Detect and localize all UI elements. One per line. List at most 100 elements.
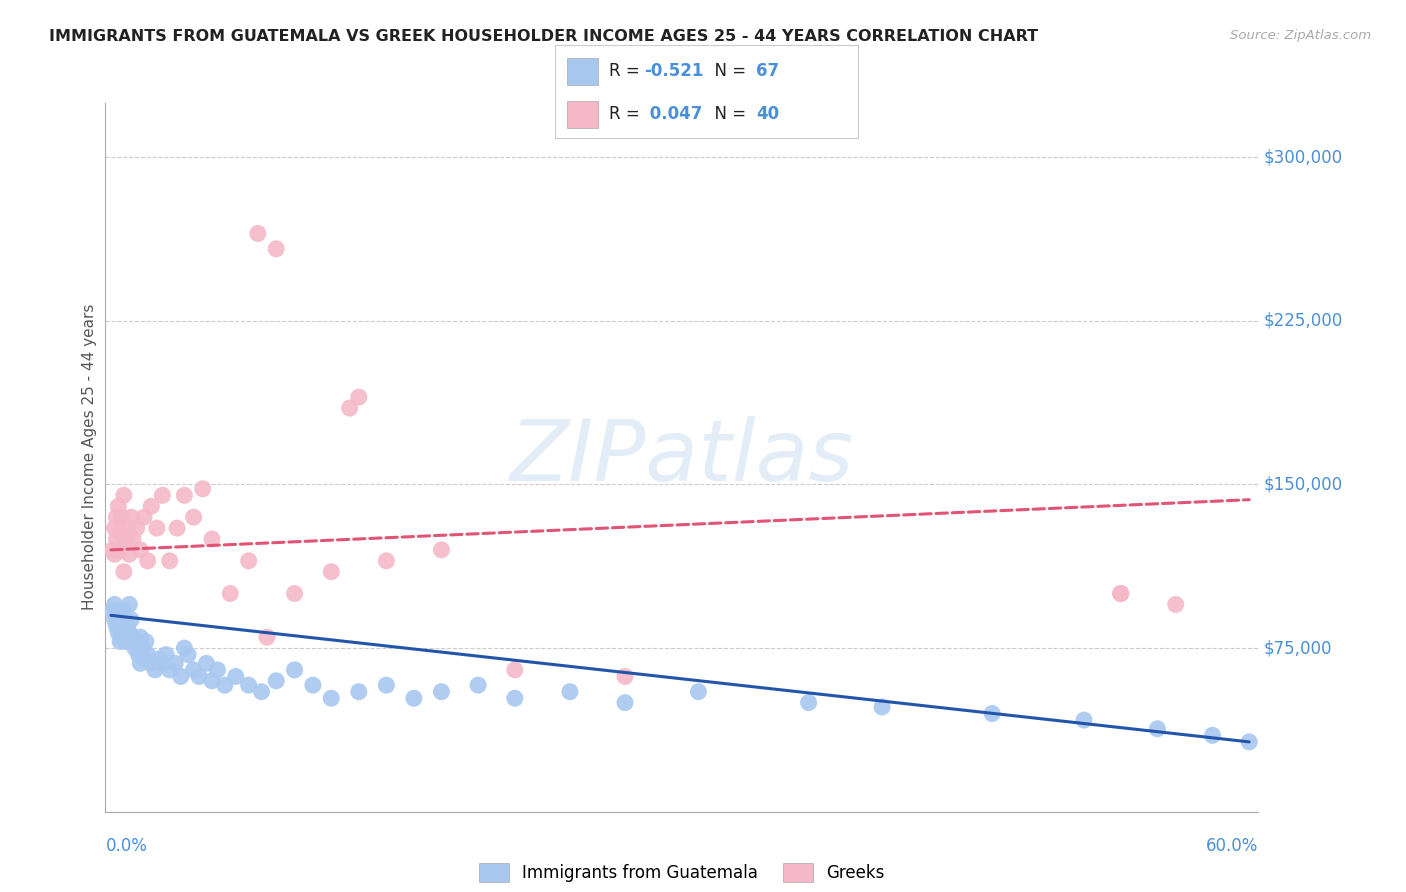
Text: N =: N = <box>704 62 752 80</box>
Text: 67: 67 <box>756 62 779 80</box>
Point <box>159 554 181 568</box>
Text: IMMIGRANTS FROM GUATEMALA VS GREEK HOUSEHOLDER INCOME AGES 25 - 44 YEARS CORRELA: IMMIGRANTS FROM GUATEMALA VS GREEK HOUSE… <box>49 29 1039 44</box>
Point <box>1109 586 1132 600</box>
Point <box>111 510 134 524</box>
Point <box>614 696 637 710</box>
Point <box>177 648 200 662</box>
Point <box>132 652 155 666</box>
Point <box>1109 586 1132 600</box>
Text: -0.521: -0.521 <box>644 62 703 80</box>
Point <box>375 554 398 568</box>
Point <box>136 554 159 568</box>
Point <box>120 510 142 524</box>
Text: R =: R = <box>609 105 645 123</box>
Point <box>118 598 141 612</box>
Point <box>107 608 129 623</box>
Point <box>173 488 195 502</box>
Point <box>430 542 453 557</box>
Point <box>136 648 159 662</box>
Point <box>114 532 136 546</box>
Point <box>195 657 218 671</box>
Point <box>1201 728 1223 742</box>
Point <box>283 586 305 600</box>
Point <box>256 630 278 644</box>
Point <box>150 488 173 502</box>
Point <box>120 613 142 627</box>
Point <box>191 482 214 496</box>
Text: 0.047: 0.047 <box>644 105 703 123</box>
Point <box>1146 722 1168 736</box>
Point <box>264 242 287 256</box>
Point <box>122 630 145 644</box>
Point <box>114 613 136 627</box>
Text: Source: ZipAtlas.com: Source: ZipAtlas.com <box>1230 29 1371 42</box>
Point <box>148 652 170 666</box>
Point <box>118 625 141 640</box>
Point <box>170 669 193 683</box>
Point <box>108 634 131 648</box>
Point <box>173 641 195 656</box>
Point <box>107 500 129 514</box>
Point <box>183 663 205 677</box>
Point <box>104 547 127 561</box>
Point <box>101 604 124 618</box>
Point <box>108 542 131 557</box>
Point <box>131 641 153 656</box>
Text: 40: 40 <box>756 105 779 123</box>
Point <box>150 657 173 671</box>
Point <box>108 525 131 540</box>
Point <box>503 663 526 677</box>
Point <box>114 634 136 648</box>
Point <box>125 634 148 648</box>
Point <box>302 678 325 692</box>
Y-axis label: Householder Income Ages 25 - 44 years: Householder Income Ages 25 - 44 years <box>82 304 97 610</box>
Point <box>129 657 152 671</box>
Point <box>124 641 146 656</box>
Point <box>201 532 224 546</box>
Point <box>143 663 166 677</box>
Point <box>111 630 134 644</box>
Point <box>214 678 236 692</box>
Point <box>118 547 141 561</box>
Point <box>129 542 152 557</box>
Text: N =: N = <box>704 105 752 123</box>
Point <box>146 521 169 535</box>
Point <box>467 678 489 692</box>
Point <box>1073 713 1095 727</box>
Point <box>129 630 152 644</box>
Point <box>225 669 247 683</box>
Point <box>238 678 260 692</box>
Point <box>246 227 269 241</box>
Point <box>155 648 177 662</box>
Point <box>132 510 155 524</box>
Point <box>264 673 287 688</box>
Point <box>111 619 134 633</box>
Point <box>108 613 131 627</box>
Point <box>105 510 128 524</box>
Point <box>107 625 129 640</box>
Point <box>105 532 128 546</box>
Point <box>125 521 148 535</box>
Point <box>141 657 163 671</box>
Point <box>105 619 128 633</box>
Point <box>321 565 343 579</box>
Point <box>159 663 181 677</box>
Point <box>688 684 710 698</box>
Point <box>112 604 135 618</box>
Text: 0.0%: 0.0% <box>105 837 148 855</box>
Point <box>797 696 820 710</box>
Point <box>558 684 581 698</box>
Point <box>981 706 1004 721</box>
Point <box>166 521 188 535</box>
Text: ZIPatlas: ZIPatlas <box>510 416 853 499</box>
Point <box>250 684 273 698</box>
Point <box>614 669 637 683</box>
Text: $225,000: $225,000 <box>1264 312 1343 330</box>
Point <box>101 542 124 557</box>
Point <box>183 510 205 524</box>
Point <box>1164 598 1187 612</box>
Point <box>219 586 242 600</box>
Point <box>207 663 229 677</box>
Point <box>238 554 260 568</box>
Point <box>117 521 139 535</box>
